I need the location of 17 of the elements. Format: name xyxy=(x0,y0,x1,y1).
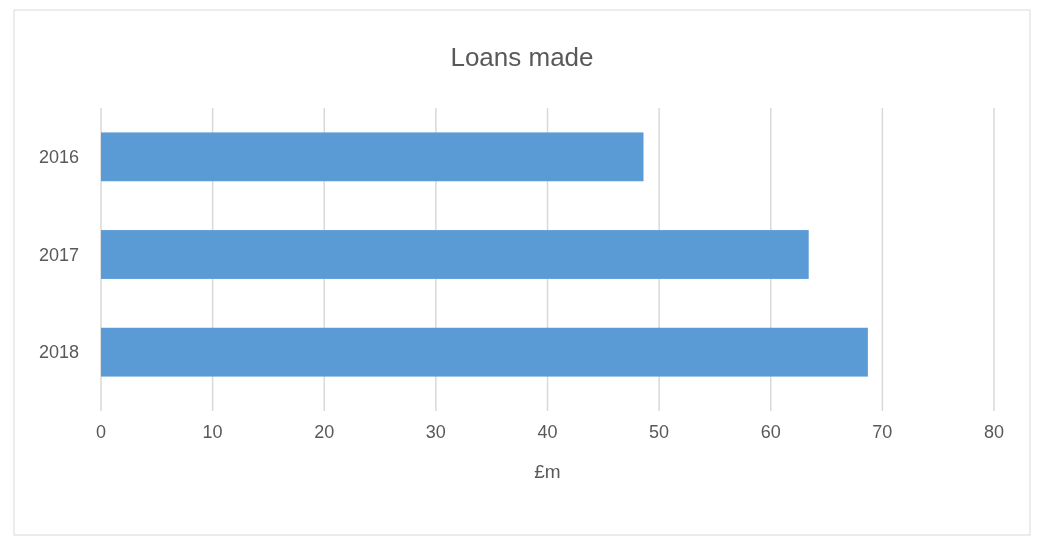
x-tick-label: 0 xyxy=(95,422,107,442)
x-tick-label: 20 xyxy=(314,422,335,442)
x-tick-label: 30 xyxy=(425,422,446,442)
x-tick-label: 60 xyxy=(760,422,781,442)
bar xyxy=(101,327,868,377)
x-tick-label: 50 xyxy=(649,422,670,442)
x-tick-label: 80 xyxy=(983,422,1005,442)
y-tick-label: 2018 xyxy=(38,342,79,363)
y-tick-label: 2017 xyxy=(38,244,79,265)
chart-title: Loans made xyxy=(450,42,594,72)
bar xyxy=(101,132,644,182)
x-tick-label: 70 xyxy=(872,422,893,442)
x-axis-title: £m xyxy=(534,461,561,482)
y-tick-label: 2016 xyxy=(38,146,79,167)
bar xyxy=(101,230,809,279)
x-tick-label: 10 xyxy=(202,422,223,442)
x-tick-label: 40 xyxy=(537,422,558,442)
